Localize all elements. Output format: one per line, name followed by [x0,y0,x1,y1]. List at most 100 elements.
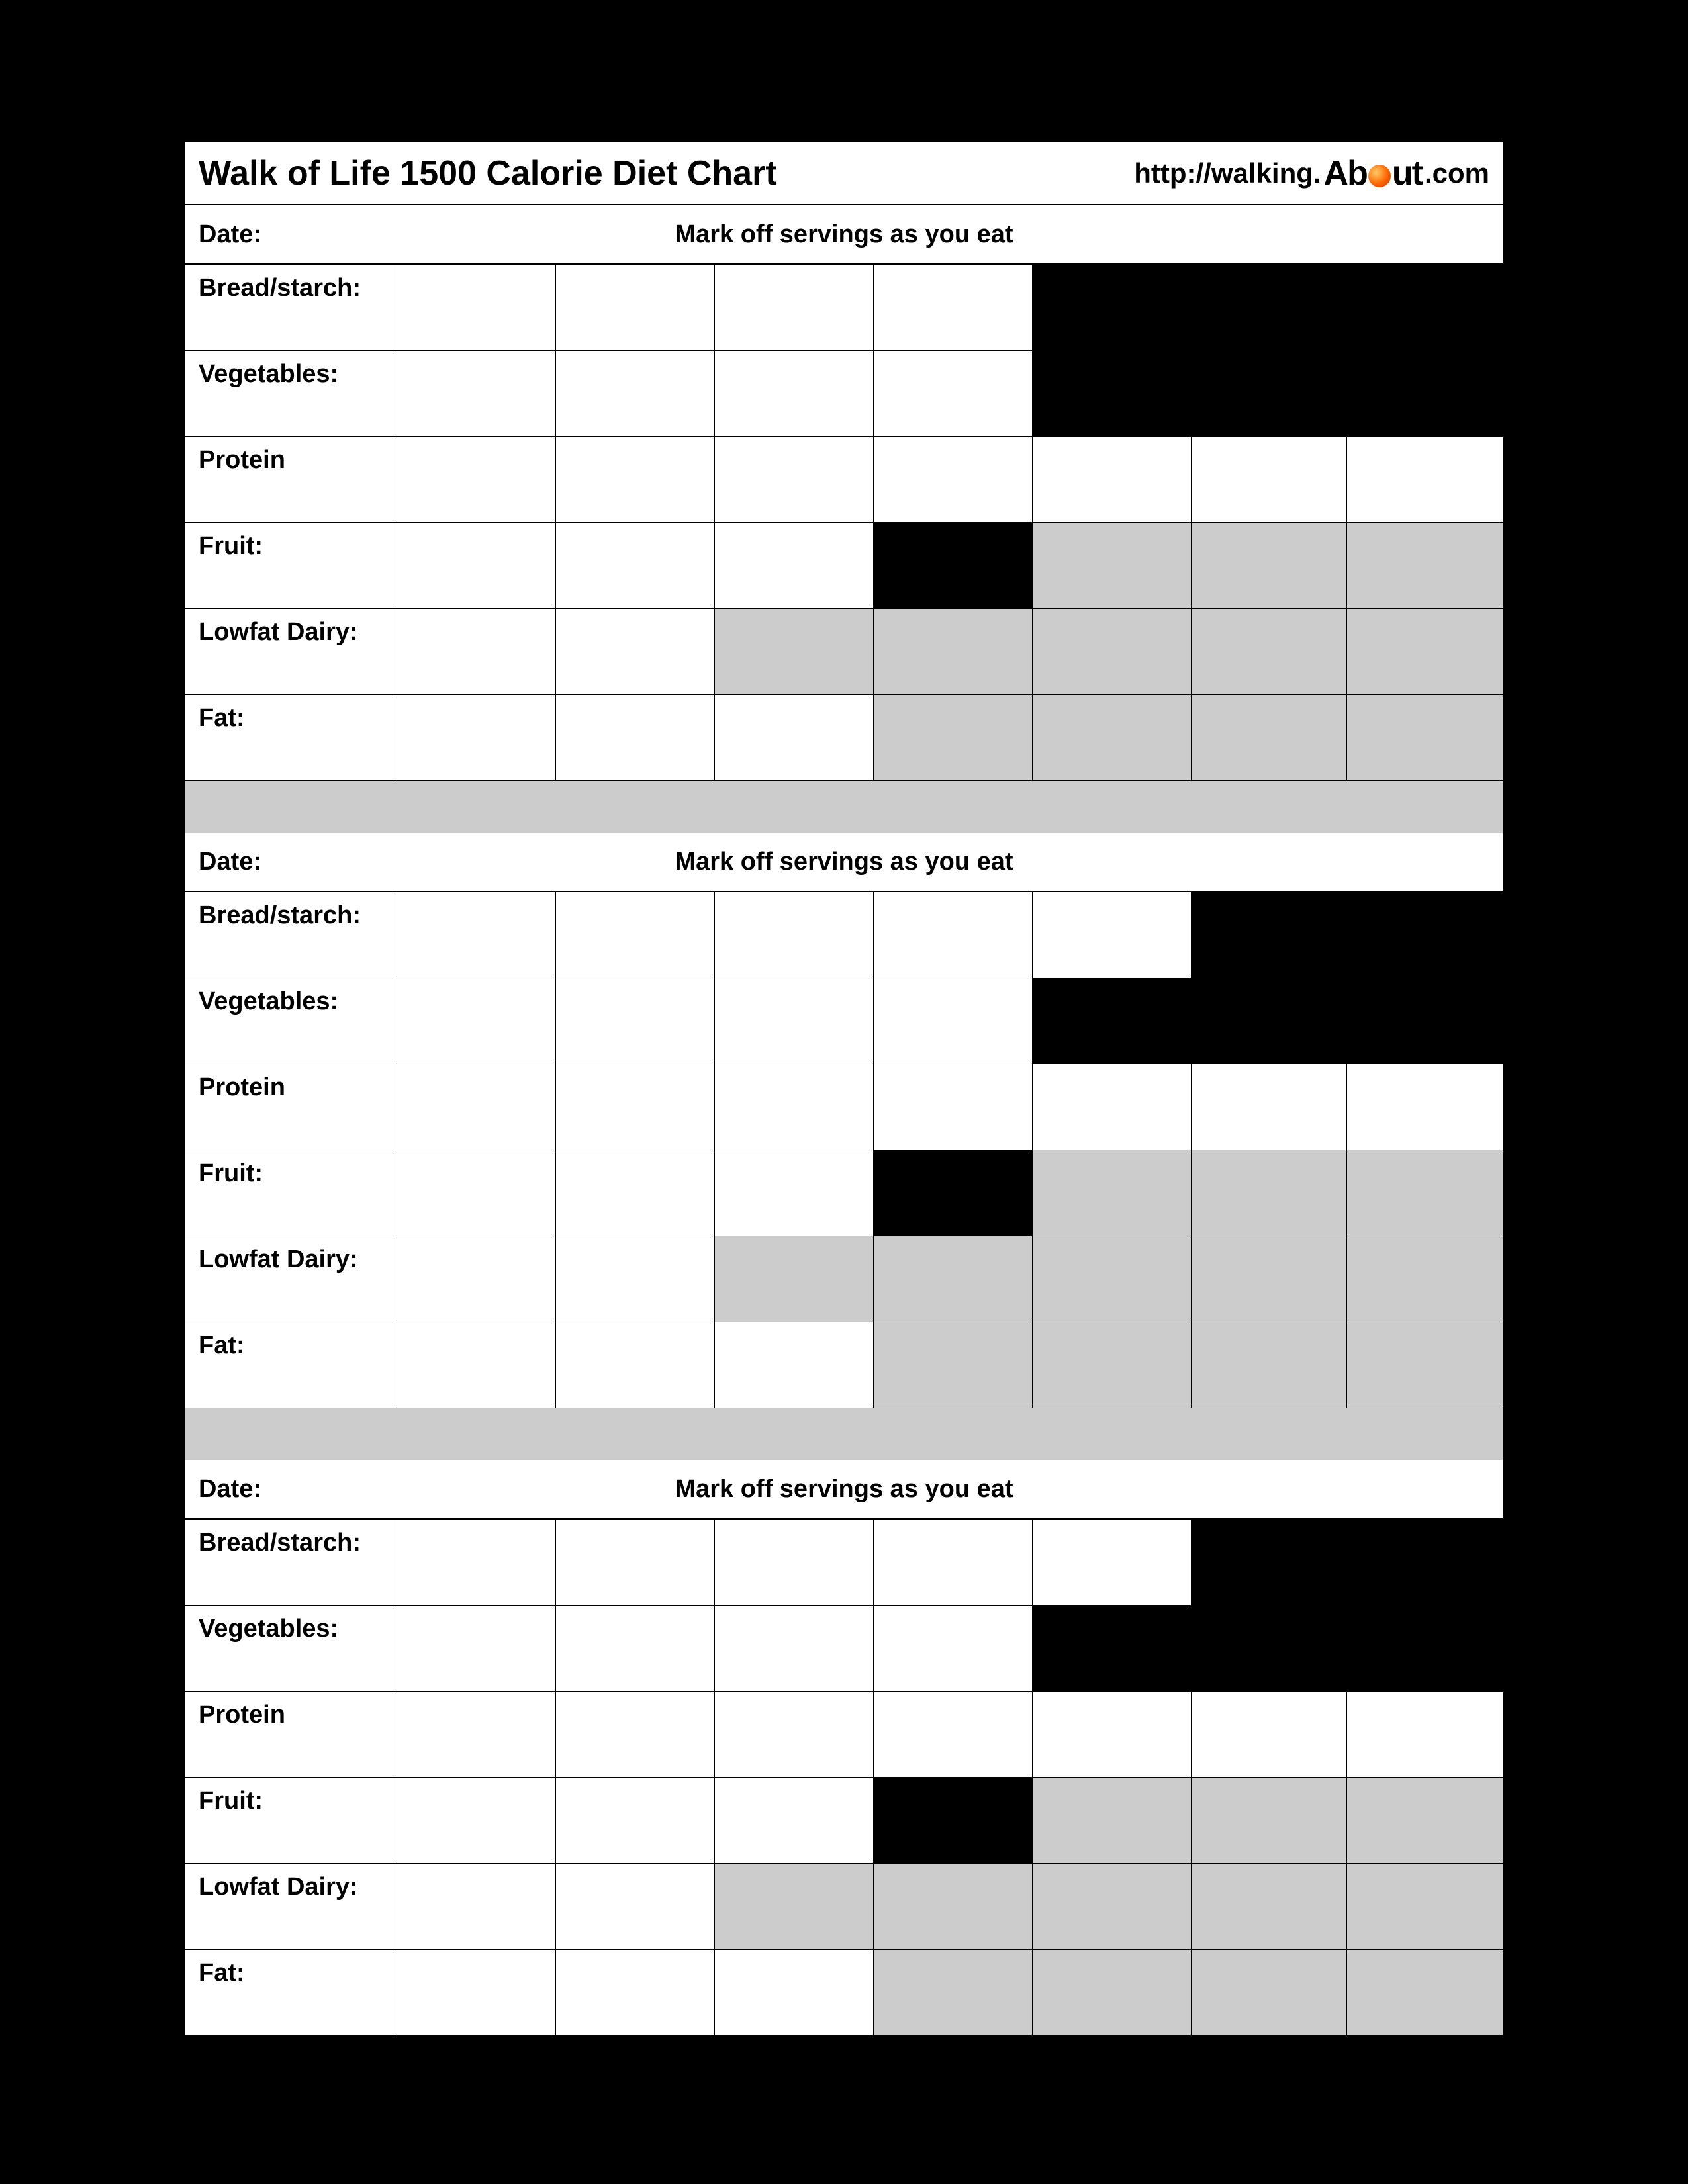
serving-cell[interactable] [1033,1606,1192,1691]
serving-cell[interactable] [874,892,1033,978]
serving-cell[interactable] [556,1150,715,1236]
serving-cell[interactable] [556,1236,715,1322]
serving-cell[interactable] [397,523,556,608]
serving-cell[interactable] [874,1520,1033,1605]
serving-cell[interactable] [1192,265,1503,350]
serving-cell[interactable] [715,695,874,780]
serving-cell[interactable] [1347,1692,1503,1777]
serving-cell[interactable] [715,1950,874,2035]
serving-cell[interactable] [1192,1778,1347,1863]
serving-cell[interactable] [397,1322,556,1408]
serving-cell[interactable] [1033,609,1192,694]
serving-cell[interactable] [874,1064,1033,1150]
serving-cell[interactable] [397,609,556,694]
serving-cell[interactable] [1033,1150,1192,1236]
serving-cell[interactable] [1192,609,1347,694]
serving-cell[interactable] [715,1778,874,1863]
serving-cell[interactable] [1192,892,1503,978]
serving-cell[interactable] [556,437,715,522]
serving-cell[interactable] [715,437,874,522]
serving-cell[interactable] [874,351,1033,436]
serving-cell[interactable] [715,351,874,436]
serving-cell[interactable] [556,523,715,608]
serving-cell[interactable] [1192,351,1503,436]
serving-cell[interactable] [556,978,715,1064]
serving-cell[interactable] [1033,1322,1192,1408]
serving-cell[interactable] [1033,978,1192,1064]
serving-cell[interactable] [715,1236,874,1322]
serving-cell[interactable] [1192,1236,1347,1322]
serving-cell[interactable] [556,1950,715,2035]
serving-cell[interactable] [874,1692,1033,1777]
serving-cell[interactable] [556,1692,715,1777]
serving-cell[interactable] [397,1864,556,1949]
serving-cell[interactable] [1347,1064,1503,1150]
serving-cell[interactable] [715,1864,874,1949]
serving-cell[interactable] [874,1864,1033,1949]
serving-cell[interactable] [397,1520,556,1605]
serving-cell[interactable] [1347,1864,1503,1949]
serving-cell[interactable] [874,695,1033,780]
serving-cell[interactable] [1347,609,1503,694]
serving-cell[interactable] [397,1064,556,1150]
serving-cell[interactable] [1347,1236,1503,1322]
serving-cell[interactable] [397,1236,556,1322]
serving-cell[interactable] [1192,437,1347,522]
serving-cell[interactable] [1033,437,1192,522]
serving-cell[interactable] [715,892,874,978]
serving-cell[interactable] [1033,695,1192,780]
serving-cell[interactable] [715,1692,874,1777]
serving-cell[interactable] [1033,1520,1192,1605]
serving-cell[interactable] [715,1520,874,1605]
serving-cell[interactable] [1192,1692,1347,1777]
serving-cell[interactable] [1347,1778,1503,1863]
serving-cell[interactable] [1033,351,1192,436]
serving-cell[interactable] [397,1150,556,1236]
serving-cell[interactable] [1347,695,1503,780]
serving-cell[interactable] [1033,265,1192,350]
serving-cell[interactable] [397,265,556,350]
serving-cell[interactable] [556,1606,715,1691]
serving-cell[interactable] [874,1322,1033,1408]
serving-cell[interactable] [874,437,1033,522]
serving-cell[interactable] [1033,1864,1192,1949]
serving-cell[interactable] [1192,1150,1347,1236]
serving-cell[interactable] [1033,1064,1192,1150]
serving-cell[interactable] [556,1520,715,1605]
serving-cell[interactable] [556,351,715,436]
serving-cell[interactable] [1347,437,1503,522]
serving-cell[interactable] [1192,695,1347,780]
serving-cell[interactable] [715,1322,874,1408]
serving-cell[interactable] [556,1778,715,1863]
serving-cell[interactable] [874,1950,1033,2035]
serving-cell[interactable] [1192,1606,1503,1691]
serving-cell[interactable] [556,695,715,780]
serving-cell[interactable] [874,523,1033,608]
serving-cell[interactable] [1192,978,1503,1064]
serving-cell[interactable] [1347,1150,1503,1236]
serving-cell[interactable] [397,892,556,978]
serving-cell[interactable] [874,1150,1033,1236]
serving-cell[interactable] [715,978,874,1064]
serving-cell[interactable] [1347,1950,1503,2035]
serving-cell[interactable] [715,265,874,350]
serving-cell[interactable] [556,1322,715,1408]
serving-cell[interactable] [397,695,556,780]
serving-cell[interactable] [1033,1778,1192,1863]
serving-cell[interactable] [1033,1692,1192,1777]
serving-cell[interactable] [874,265,1033,350]
serving-cell[interactable] [715,1064,874,1150]
serving-cell[interactable] [1033,523,1192,608]
serving-cell[interactable] [1192,1950,1347,2035]
serving-cell[interactable] [397,1606,556,1691]
serving-cell[interactable] [874,609,1033,694]
serving-cell[interactable] [556,1864,715,1949]
serving-cell[interactable] [874,1236,1033,1322]
serving-cell[interactable] [715,1606,874,1691]
serving-cell[interactable] [397,1950,556,2035]
serving-cell[interactable] [397,351,556,436]
serving-cell[interactable] [1192,1864,1347,1949]
serving-cell[interactable] [1033,1236,1192,1322]
serving-cell[interactable] [397,978,556,1064]
serving-cell[interactable] [715,1150,874,1236]
